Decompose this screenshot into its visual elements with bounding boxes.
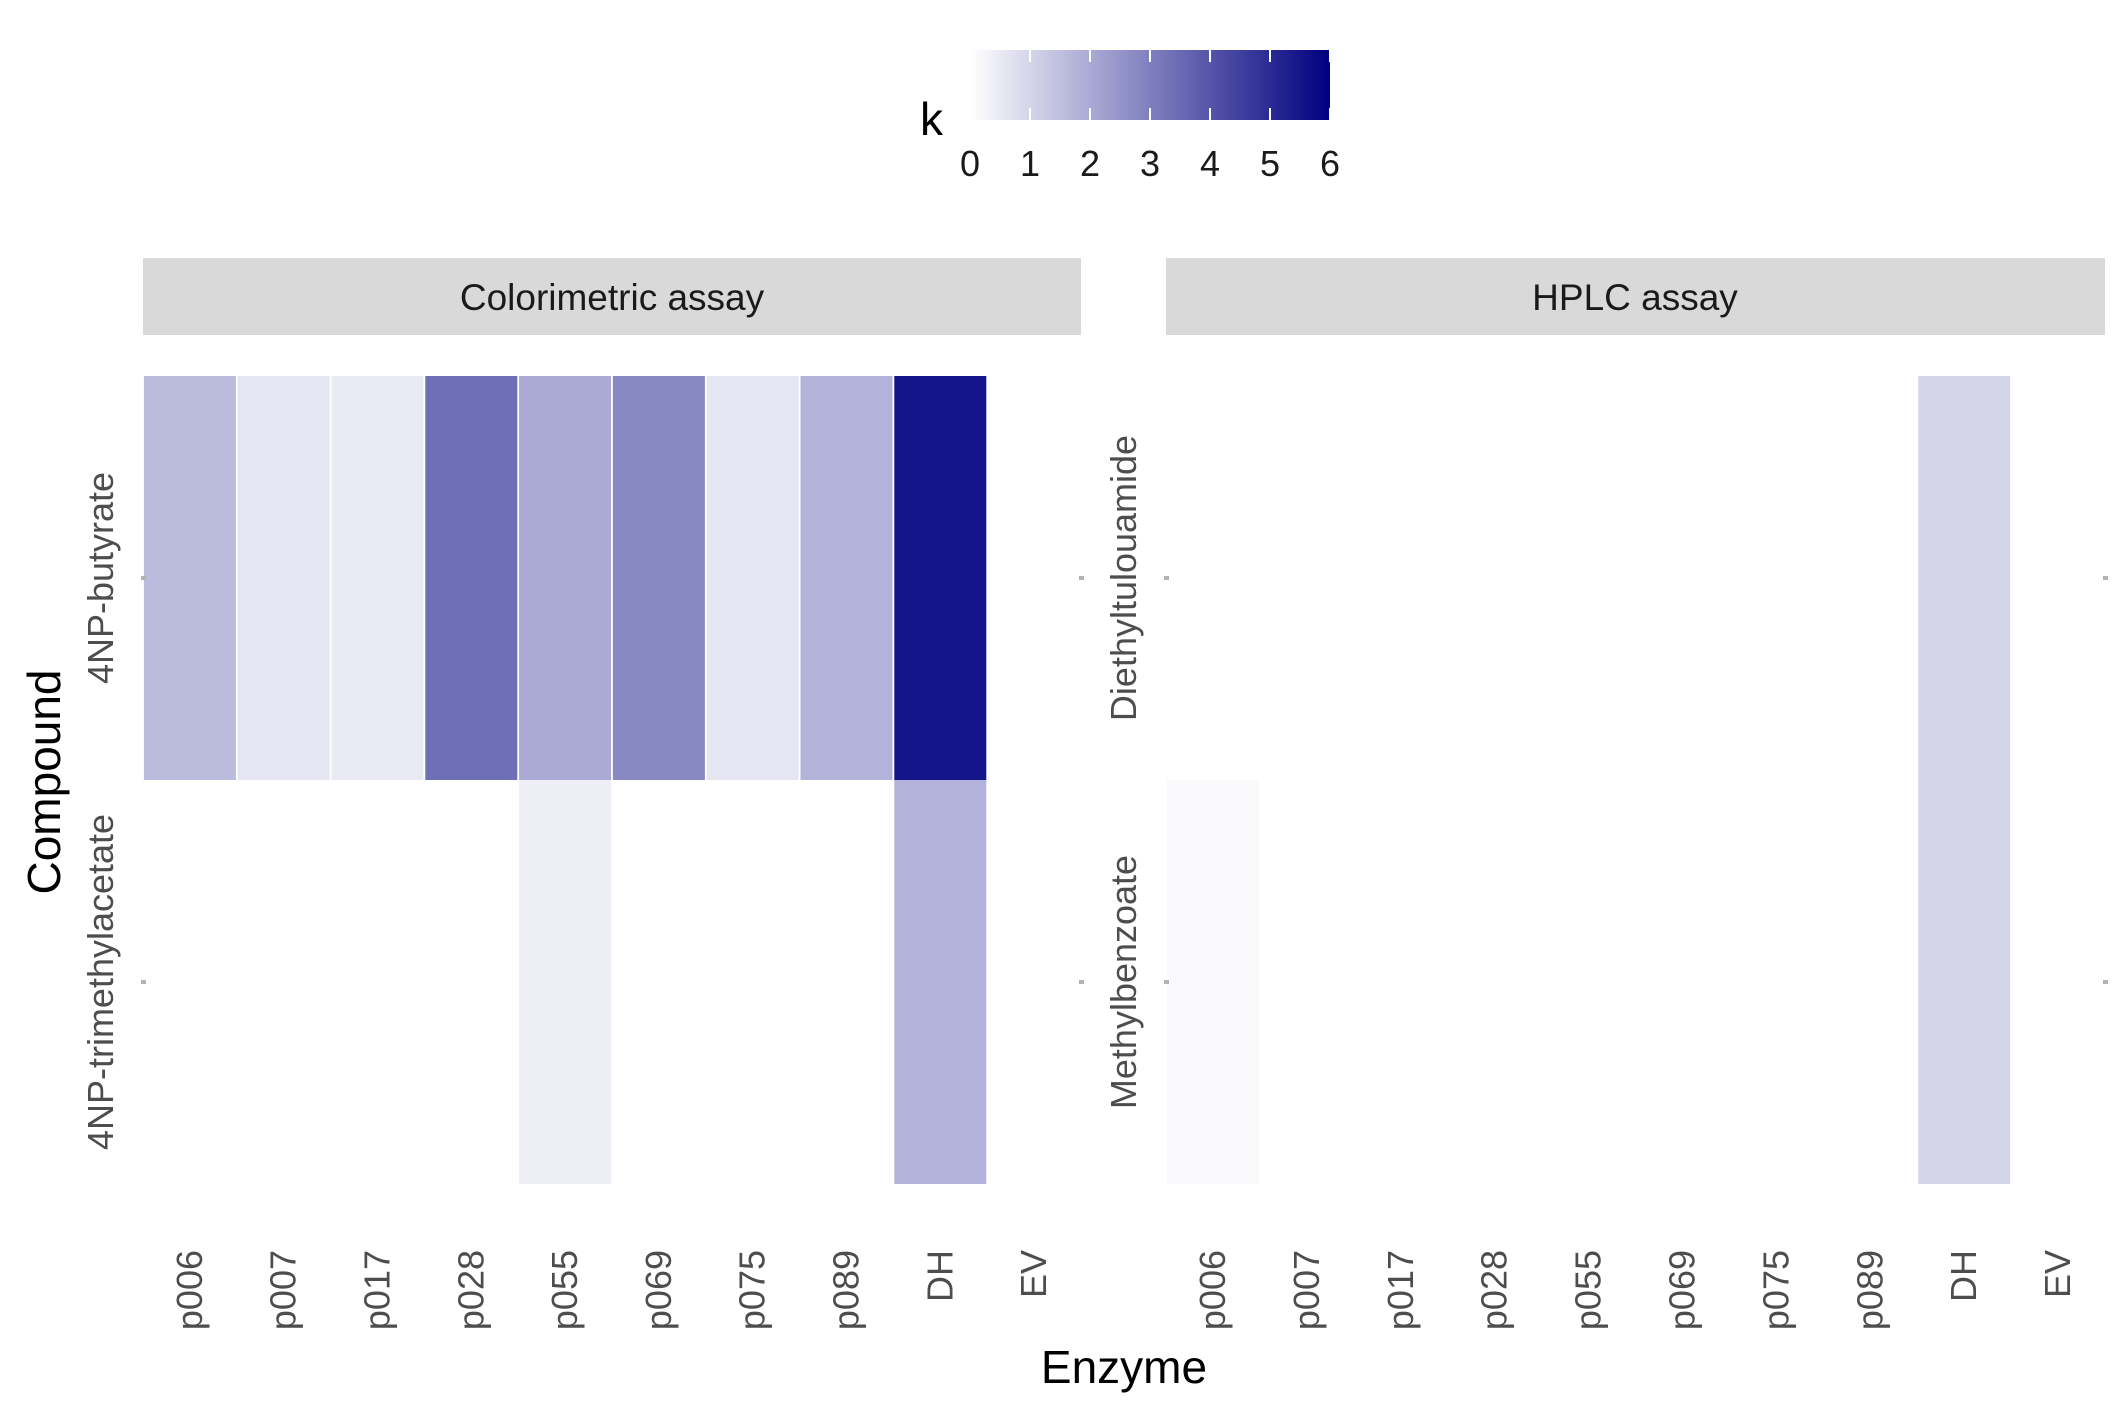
legend-tick-label: 2 bbox=[1080, 143, 1100, 184]
x-tick-label: p028 bbox=[1474, 1250, 1515, 1330]
heatmap-cell bbox=[1448, 780, 1541, 1184]
heatmap-cell bbox=[237, 376, 330, 780]
heatmap-cell bbox=[1167, 780, 1259, 1184]
heatmap-panel-hplc: Diethyltulouamide Methylbenzoate p006 p007 p… bbox=[1103, 376, 2108, 1330]
heatmap-cell bbox=[143, 780, 236, 1184]
legend-tick-label: 4 bbox=[1200, 143, 1220, 184]
heatmap-cell bbox=[519, 376, 612, 780]
legend-tick-label: 5 bbox=[1260, 143, 1280, 184]
heatmap-cell bbox=[2012, 780, 2105, 1184]
heatmap-cell bbox=[612, 780, 705, 1184]
heatmap-cell bbox=[1542, 780, 1635, 1184]
heatmap-cell bbox=[331, 376, 424, 780]
legend-tick-label: 0 bbox=[960, 143, 980, 184]
heatmap-cell bbox=[143, 376, 236, 780]
heatmap-cell bbox=[331, 780, 424, 1184]
y-axis-title: Compound bbox=[18, 669, 70, 894]
x-tick-label: p007 bbox=[1286, 1250, 1327, 1330]
x-tick-label: DH bbox=[1943, 1250, 1984, 1302]
heatmap-cell bbox=[1167, 376, 1259, 780]
x-tick-label: DH bbox=[919, 1250, 960, 1302]
x-tick-label: p089 bbox=[826, 1250, 867, 1330]
heatmap-cell bbox=[800, 376, 893, 780]
facet-strip-right: HPLC assay bbox=[1166, 258, 2105, 335]
heatmap-cell bbox=[612, 376, 705, 780]
legend-title: k bbox=[920, 93, 944, 145]
x-tick-label: p006 bbox=[169, 1250, 210, 1330]
heatmap-cell bbox=[237, 780, 330, 1184]
heatmap-cell bbox=[894, 376, 987, 780]
strip-background bbox=[143, 258, 1081, 335]
strip-title-colorimetric: Colorimetric assay bbox=[460, 277, 765, 318]
strip-background bbox=[1166, 258, 2105, 335]
y-tick-label: 4NP-trimethylacetate bbox=[80, 814, 121, 1150]
heatmap-cell bbox=[800, 780, 893, 1184]
x-tick-label: p075 bbox=[732, 1250, 773, 1330]
y-tick-label: Methylbenzoate bbox=[1103, 855, 1144, 1109]
x-tick-label: p017 bbox=[357, 1250, 398, 1330]
x-tick-label: p028 bbox=[450, 1250, 491, 1330]
x-tick-label: p055 bbox=[544, 1250, 585, 1330]
heatmap-cell bbox=[1636, 376, 1729, 780]
heatmap-cell bbox=[425, 780, 518, 1184]
heatmap-cell bbox=[988, 780, 1081, 1184]
facet-strip-left: Colorimetric assay bbox=[143, 258, 1081, 335]
heatmap-cell bbox=[894, 780, 987, 1184]
heatmap-cell bbox=[519, 780, 612, 1184]
x-tick-label: p055 bbox=[1568, 1250, 1609, 1330]
heatmap-cell bbox=[2012, 376, 2105, 780]
legend-tick-label: 1 bbox=[1020, 143, 1040, 184]
heatmap-cell bbox=[1918, 376, 2011, 780]
heatmap-cell bbox=[1260, 780, 1353, 1184]
heatmap-cell bbox=[1824, 780, 1917, 1184]
heatmap-cell bbox=[988, 376, 1081, 780]
x-tick-label: p075 bbox=[1755, 1250, 1796, 1330]
heatmap-cell bbox=[1260, 376, 1353, 780]
heatmap-cell bbox=[1730, 780, 1823, 1184]
heatmap-cell bbox=[1730, 376, 1823, 780]
heatmap-cell bbox=[1354, 780, 1447, 1184]
heatmap-cell bbox=[425, 376, 518, 780]
x-tick-label: p069 bbox=[1661, 1250, 1702, 1330]
strip-title-hplc: HPLC assay bbox=[1532, 277, 1738, 318]
x-tick-label: p089 bbox=[1849, 1250, 1890, 1330]
heatmap-cell bbox=[1824, 376, 1917, 780]
heatmap-cell bbox=[1542, 376, 1635, 780]
y-tick-label: 4NP-butyrate bbox=[80, 472, 121, 684]
y-tick-label: Diethyltulouamide bbox=[1103, 435, 1144, 721]
heatmap-cell bbox=[706, 376, 799, 780]
x-tick-label: p006 bbox=[1192, 1250, 1233, 1330]
x-tick-label: p069 bbox=[638, 1250, 679, 1330]
legend-tick-label: 6 bbox=[1320, 143, 1340, 184]
heatmap-cell bbox=[1354, 376, 1447, 780]
x-tick-label: EV bbox=[1013, 1250, 1054, 1298]
legend-tick-label: 3 bbox=[1140, 143, 1160, 184]
x-tick-label: p017 bbox=[1380, 1250, 1421, 1330]
heatmap-cell bbox=[1448, 376, 1541, 780]
x-tick-label: p007 bbox=[263, 1250, 304, 1330]
heatmap-cell bbox=[1918, 780, 2011, 1184]
heatmap-cell bbox=[1636, 780, 1729, 1184]
x-axis-title: Enzyme bbox=[1041, 1341, 1207, 1393]
x-tick-label: EV bbox=[2037, 1250, 2078, 1298]
heatmap-cell bbox=[706, 780, 799, 1184]
heatmap-panel-colorimetric: 4NP-butyrate 4NP-trimethylacetate p006 p007… bbox=[80, 376, 1084, 1330]
